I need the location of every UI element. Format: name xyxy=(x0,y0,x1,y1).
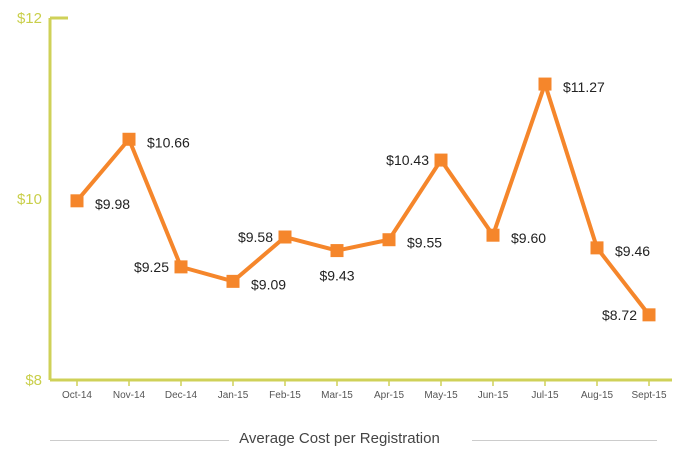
data-point-marker xyxy=(382,233,396,247)
data-point-marker xyxy=(330,244,344,258)
y-tick-label: $10 xyxy=(17,191,42,208)
data-point-marker xyxy=(590,241,604,255)
legend-rule-right xyxy=(472,440,657,441)
legend-rule-left xyxy=(50,440,230,441)
data-point-marker xyxy=(122,132,136,146)
x-tick-label: Mar-15 xyxy=(321,390,353,401)
legend-series-name: Average Cost per Registration xyxy=(229,430,450,447)
x-tick-label: Apr-15 xyxy=(374,390,404,401)
data-point-marker xyxy=(278,230,292,244)
x-tick-label: Dec-14 xyxy=(165,390,198,401)
x-tick-label: Oct-14 xyxy=(62,390,92,401)
data-point-marker xyxy=(538,77,552,91)
x-axis-ticks: Oct-14 Nov-14 Dec-14 Jan-15 Feb-15 Mar-15 Apr-… xyxy=(62,380,667,401)
data-label: $10.43 xyxy=(386,152,429,168)
y-axis-ticks: $8 $10 $12 xyxy=(17,10,42,389)
x-tick-label: Feb-15 xyxy=(269,390,301,401)
data-label: $11.27 xyxy=(563,79,605,95)
data-labels: $9.98 $10.66 $9.25 $9.09 $9.58 $9.43 $9.55 $10.… xyxy=(95,79,650,323)
data-label: $9.98 xyxy=(95,196,130,212)
data-label: $9.25 xyxy=(134,259,169,275)
series-line-group xyxy=(70,77,656,322)
x-tick-label: Jun-15 xyxy=(478,390,509,401)
series-line xyxy=(75,82,651,317)
data-label: $9.60 xyxy=(511,230,546,246)
legend: Average Cost per Registration xyxy=(0,430,679,447)
data-point-marker xyxy=(486,228,500,242)
data-point-marker xyxy=(642,308,656,322)
data-point-marker xyxy=(434,153,448,167)
data-point-marker xyxy=(70,194,84,208)
data-point-marker xyxy=(174,260,188,274)
data-label: $9.58 xyxy=(238,229,273,245)
x-tick-label: Sept-15 xyxy=(631,390,666,401)
x-tick-label: May-15 xyxy=(424,390,458,401)
y-tick-label: $12 xyxy=(17,10,42,27)
data-label: $9.09 xyxy=(251,276,286,292)
data-label: $10.66 xyxy=(147,134,190,150)
chart-axes xyxy=(48,16,672,382)
data-point-marker xyxy=(226,274,240,288)
data-label: $9.46 xyxy=(615,243,650,259)
x-tick-label: Aug-15 xyxy=(581,390,614,401)
data-label: $9.43 xyxy=(319,268,354,284)
x-tick-label: Jul-15 xyxy=(531,390,559,401)
data-label: $8.72 xyxy=(602,307,637,323)
x-tick-label: Nov-14 xyxy=(113,390,146,401)
y-tick-label: $8 xyxy=(25,372,42,389)
data-label: $9.55 xyxy=(407,235,442,251)
x-tick-label: Jan-15 xyxy=(218,390,249,401)
